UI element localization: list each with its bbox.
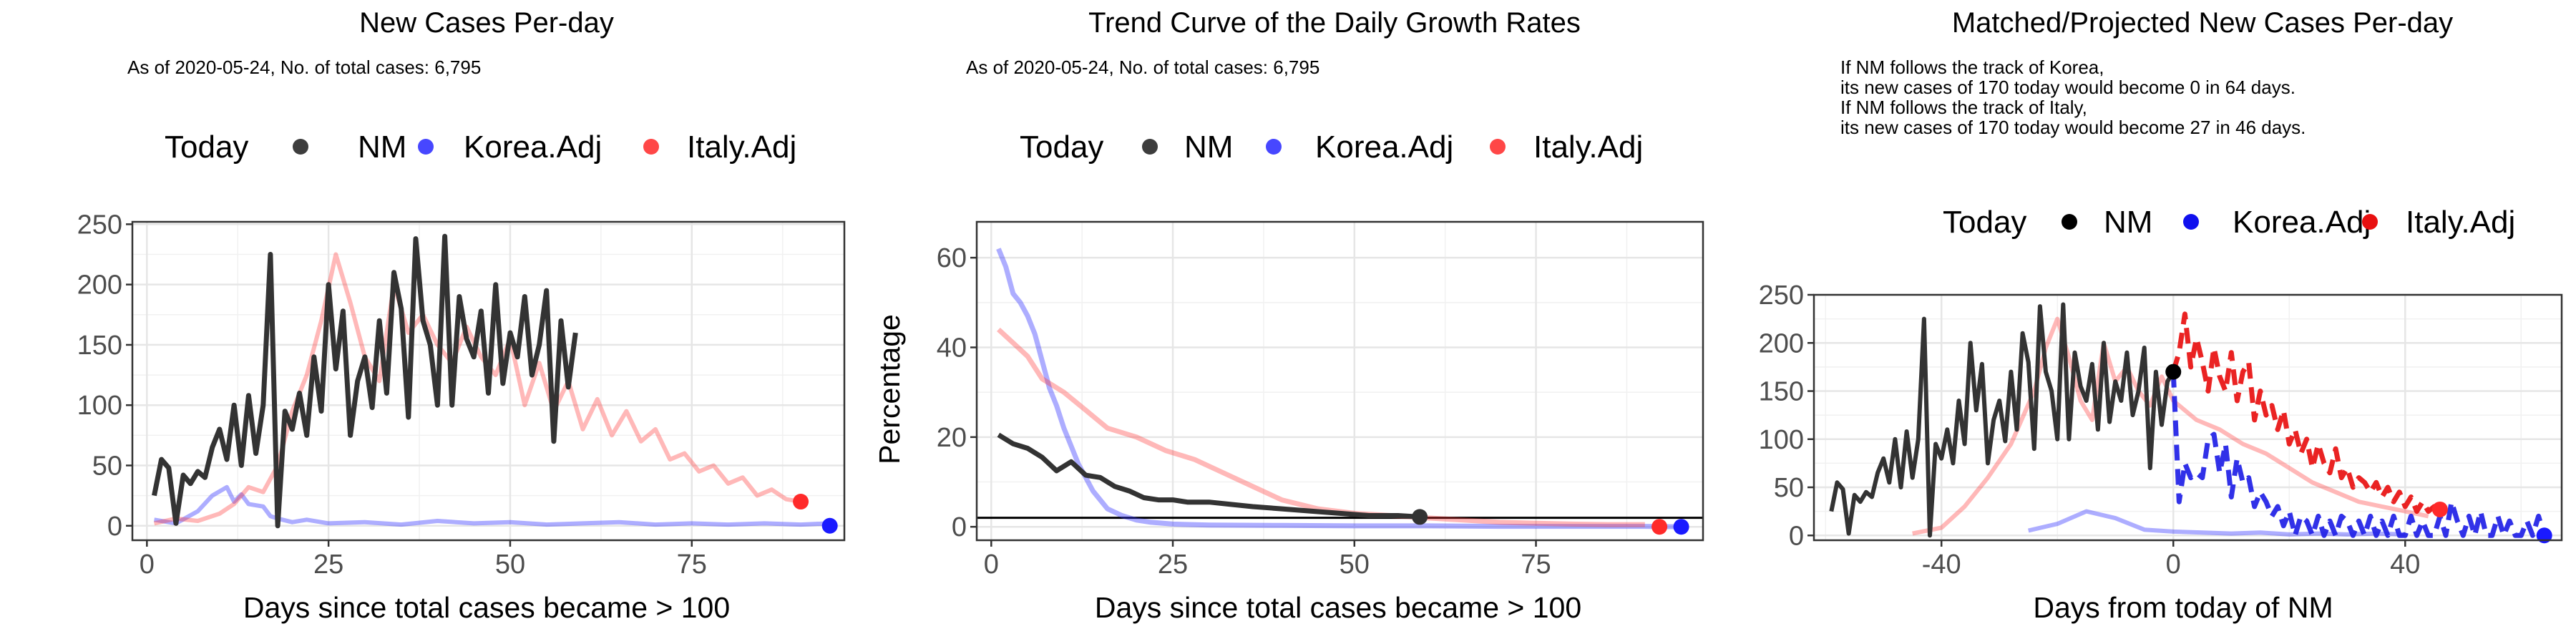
legend-label-italy-adj: Italy.Adj: [1533, 130, 1643, 165]
series-line-korea-adj: [154, 484, 830, 527]
chart-title: Matched/Projected New Cases Per-day: [1952, 7, 2453, 39]
series-endpoint-italy-adj: [1652, 519, 1668, 535]
x-tick-label: 0: [140, 550, 155, 580]
projected-cases-chart: Matched/Projected New Cases Per-day If NM…: [1759, 7, 2563, 624]
annotation-line: its new cases of 170 today would become …: [1840, 117, 2306, 138]
y-tick-label: 50: [92, 451, 122, 481]
annotation-line: If NM follows the track of Italy,: [1840, 97, 2087, 118]
y-tick-label: 50: [1774, 473, 1804, 503]
legend-title: Today: [1943, 205, 2026, 240]
chart-panel-projected-cases: Matched/Projected New Cases Per-day If NM…: [1717, 0, 2576, 644]
plot-background: [977, 222, 1703, 540]
legend-title: Today: [1020, 130, 1103, 165]
legend-label-nm: NM: [358, 130, 406, 165]
x-tick-label: -40: [1922, 550, 1961, 580]
series-line-korea-adj: [2028, 509, 2406, 537]
series-line-italy-adj: [2170, 311, 2441, 514]
legend-label-italy-adj: Italy.Adj: [687, 130, 796, 165]
y-tick-label: 200: [1759, 328, 1804, 358]
y-tick-label: 100: [1759, 425, 1804, 455]
series-line-korea-adj: [2170, 371, 2547, 538]
series-endpoint-nm: [1412, 509, 1428, 525]
legend-label-italy-adj: Italy.Adj: [2406, 205, 2515, 240]
growth-rates-chart: Trend Curve of the Daily Growth Rates As …: [873, 7, 1704, 624]
series-endpoint-italy-adj: [2431, 501, 2448, 517]
x-tick-label: 50: [1340, 550, 1370, 580]
x-tick-label: 0: [984, 550, 999, 580]
legend-key-nm: [2062, 214, 2077, 230]
annotation-line: If NM follows the track of Korea,: [1840, 57, 2104, 78]
chart-panel-new-cases: New Cases Per-day As of 2020-05-24, No. o…: [0, 0, 859, 644]
new-cases-chart: New Cases Per-day As of 2020-05-24, No. o…: [77, 7, 846, 624]
y-tick-label: 150: [1759, 377, 1804, 407]
series-line-nm: [1829, 302, 2175, 538]
plot-border: [131, 220, 846, 542]
legend-label-korea-adj: Korea.Adj: [2233, 205, 2371, 240]
y-tick-label: 40: [937, 333, 967, 363]
x-axis-title: Days since total cases became > 100: [1095, 591, 1581, 624]
y-tick-label: 20: [937, 423, 967, 453]
y-axis-title: Percentage: [873, 314, 906, 464]
legend-key-nm: [1142, 139, 1158, 155]
x-tick-label: 40: [2390, 550, 2420, 580]
series-endpoint-korea-adj: [821, 517, 838, 534]
series-endpoint-nm: [2165, 364, 2182, 380]
y-tick-label: 250: [1759, 280, 1804, 311]
legend-label-nm: NM: [2104, 205, 2152, 240]
legend-key-korea-adj: [1266, 139, 1282, 155]
legend-label-korea-adj: Korea.Adj: [464, 130, 602, 165]
x-axis-title: Days since total cases became > 100: [243, 591, 730, 624]
y-tick-label: 200: [77, 270, 122, 301]
chart-subtitle: As of 2020-05-24, No. of total cases: 6,…: [966, 57, 1319, 78]
legend-key-nm: [293, 139, 308, 155]
x-axis-title: Days from today of NM: [2033, 591, 2333, 624]
legend-key-italy-adj: [1490, 139, 1506, 155]
y-tick-label: 0: [107, 512, 122, 542]
x-tick-label: 75: [1521, 550, 1551, 580]
y-tick-label: 100: [77, 391, 122, 421]
chart-panel-growth-rates: Trend Curve of the Daily Growth Rates As …: [859, 0, 1717, 644]
legend-key-korea-adj: [418, 139, 434, 155]
annotation-line: its new cases of 170 today would become …: [1840, 77, 2296, 98]
legend-title: Today: [165, 130, 248, 165]
legend-key-italy-adj: [643, 139, 659, 155]
y-tick-label: 60: [937, 243, 967, 273]
plot-border: [975, 220, 1704, 542]
legend-key-italy-adj: [2362, 214, 2378, 230]
legend-label-nm: NM: [1184, 130, 1233, 165]
x-tick-label: 75: [677, 550, 707, 580]
y-tick-label: 0: [1789, 521, 1804, 551]
plot-border: [1813, 293, 2563, 542]
y-tick-label: 150: [77, 331, 122, 361]
chart-subtitle: As of 2020-05-24, No. of total cases: 6,…: [127, 57, 481, 78]
series-endpoint-korea-adj: [1673, 519, 1689, 535]
x-tick-label: 25: [1158, 550, 1188, 580]
x-tick-label: 0: [2166, 550, 2181, 580]
legend-key-korea-adj: [2183, 214, 2199, 230]
legend-label-korea-adj: Korea.Adj: [1315, 130, 1453, 165]
series-line-nm: [152, 233, 578, 529]
x-tick-label: 25: [313, 550, 343, 580]
series-line-korea-adj: [996, 248, 1682, 530]
x-tick-label: 50: [495, 550, 525, 580]
series-line-italy-adj: [997, 327, 1645, 527]
y-tick-label: 0: [952, 512, 967, 542]
series-endpoint-italy-adj: [793, 494, 809, 510]
chart-title: Trend Curve of the Daily Growth Rates: [1088, 7, 1581, 39]
y-tick-label: 250: [77, 210, 122, 240]
series-line-nm: [997, 432, 1420, 519]
chart-title: New Cases Per-day: [359, 7, 614, 39]
